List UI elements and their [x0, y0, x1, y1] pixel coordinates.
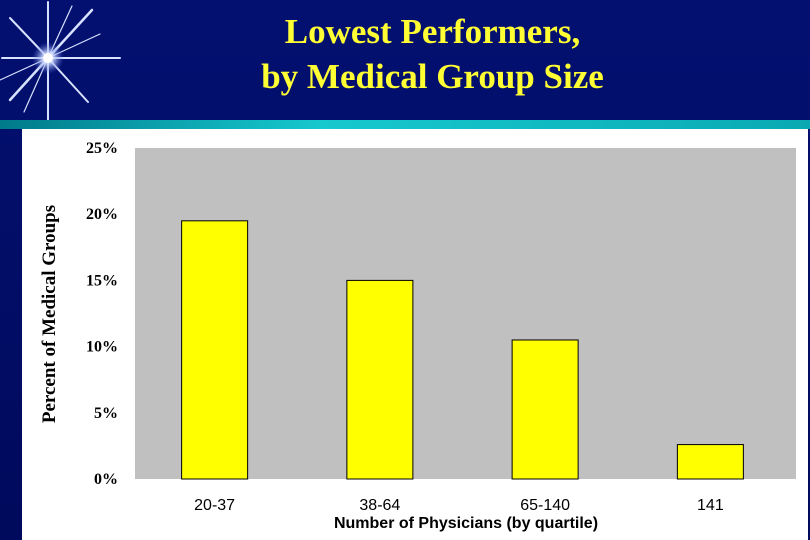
- y-tick-label: 20%: [86, 206, 118, 223]
- accent-rule: [0, 120, 810, 129]
- x-tick-label: 38-64: [359, 497, 400, 514]
- bar: [511, 339, 579, 480]
- x-tick-label: 20-37: [194, 497, 235, 514]
- y-axis-label: Percent of Medical Groups: [39, 205, 60, 423]
- x-axis-labels: 20-37 38-64 65-140 141: [194, 497, 724, 514]
- title-line-2: by Medical Group Size: [261, 57, 604, 96]
- y-tick-label: 0%: [94, 471, 118, 488]
- bar: [181, 220, 249, 480]
- y-tick-label: 15%: [86, 272, 118, 289]
- bar: [676, 444, 744, 480]
- title-line-1: Lowest Performers,: [284, 12, 581, 51]
- slide-title: Lowest Performers, by Medical Group Size: [0, 0, 810, 120]
- bar: [346, 279, 414, 480]
- y-tick-label: 5%: [94, 405, 118, 422]
- bar-chart: 0% 5% 10% 15% 20% 25% 20-37 38-64 65-140 141 Per…: [39, 140, 796, 532]
- chart-panel: 0% 5% 10% 15% 20% 25% 20-37 38-64 65-140 141 Per…: [22, 129, 808, 540]
- x-tick-label: 141: [697, 497, 724, 514]
- starburst-decoration: [0, 1, 121, 123]
- y-axis-ticks: 0% 5% 10% 15% 20% 25%: [86, 140, 118, 488]
- y-tick-label: 25%: [86, 140, 118, 157]
- y-tick-label: 10%: [86, 339, 118, 356]
- bars: [181, 220, 744, 480]
- x-tick-label: 65-140: [520, 497, 570, 514]
- x-axis-label: Number of Physicians (by quartile): [334, 515, 598, 532]
